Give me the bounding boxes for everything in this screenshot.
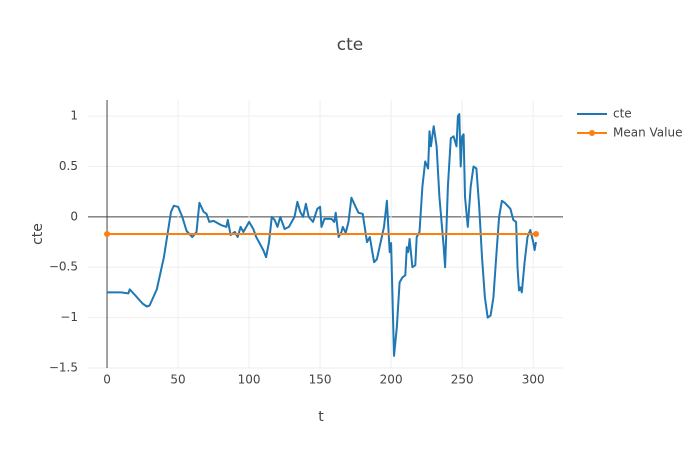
y-tick-label: −0.5 xyxy=(49,260,78,274)
y-axis-label: cte xyxy=(30,223,46,245)
y-tick-label: 0.5 xyxy=(59,159,78,173)
x-tick-label: 300 xyxy=(522,373,545,387)
point-marker xyxy=(104,231,111,237)
x-tick-label: 100 xyxy=(238,373,261,387)
x-tick-label: 250 xyxy=(451,373,474,387)
legend-label: Mean Value xyxy=(613,126,682,140)
y-tick-label: 0 xyxy=(70,209,78,223)
legend-marker xyxy=(589,130,595,136)
y-tick-label: −1.5 xyxy=(49,361,78,375)
x-tick-label: 150 xyxy=(309,373,332,387)
legend-label: cte xyxy=(613,107,632,121)
x-tick-label: 200 xyxy=(380,373,403,387)
point-marker xyxy=(533,231,540,237)
x-axis-label: t xyxy=(318,409,324,425)
series-line xyxy=(107,113,537,357)
y-tick-label: −1 xyxy=(60,310,78,324)
chart-title: cte xyxy=(337,35,363,55)
x-tick-label: 0 xyxy=(103,373,111,387)
x-tick-label: 50 xyxy=(170,373,185,387)
y-tick-label: 1 xyxy=(70,109,78,123)
